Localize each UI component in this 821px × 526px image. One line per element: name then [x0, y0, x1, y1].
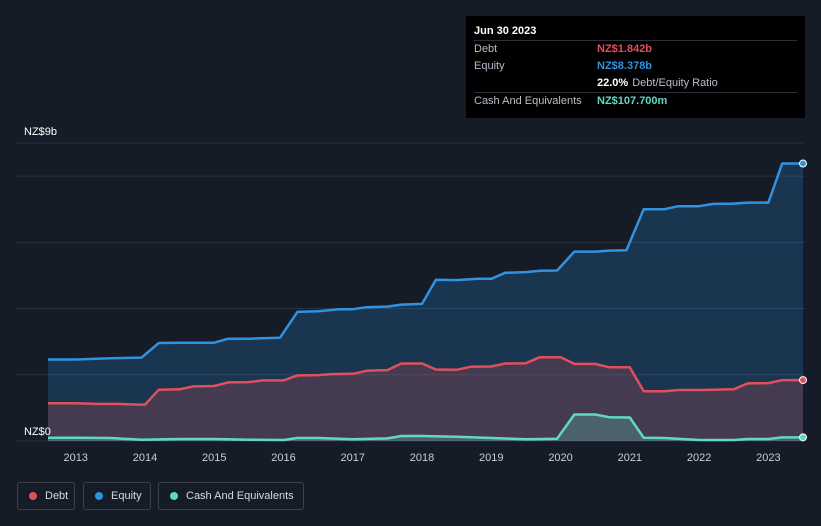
tooltip-debt-label: Debt [474, 43, 498, 55]
equity-line [48, 162, 803, 361]
x-tick-label: 2013 [63, 452, 87, 464]
legend-equity-label: Equity [111, 490, 142, 502]
x-tick-label: 2022 [687, 452, 711, 464]
legend-cash[interactable]: Cash And Equivalents [158, 482, 304, 510]
x-tick-label: 2017 [341, 452, 365, 464]
tooltip-ratio-value: 22.0% [597, 77, 629, 89]
x-tick-label: 2016 [271, 452, 295, 464]
tooltip-date: Jun 30 2023 [474, 25, 537, 37]
tooltip-ratio-label: Debt/Equity Ratio [632, 77, 718, 89]
debt-area [48, 357, 803, 441]
legend-debt-label: Debt [45, 490, 69, 502]
cash-dot-icon [170, 492, 178, 500]
equity-area [48, 163, 803, 441]
cash-endpoint [799, 433, 807, 442]
tooltip-row-debt: Debt NZ$1.842b [474, 40, 797, 58]
tooltip-cash-label: Cash And Equivalents [474, 95, 582, 107]
x-tick-label: 2018 [410, 452, 434, 464]
x-tick-label: 2019 [479, 452, 503, 464]
x-tick-label: 2015 [202, 452, 226, 464]
legend-debt[interactable]: Debt [17, 482, 75, 510]
tooltip-cash-value: NZ$107.700m [597, 95, 668, 107]
x-tick-label: 2020 [548, 452, 572, 464]
series-areas [48, 163, 803, 441]
y-axis-top-label: NZ$9b [24, 126, 57, 138]
legend-cash-label: Cash And Equivalents [186, 490, 294, 502]
debt-line [48, 355, 803, 406]
tooltip-equity-value: NZ$8.378b [597, 60, 653, 72]
tooltip-equity-label: Equity [474, 60, 505, 72]
cash-area [48, 414, 803, 441]
series-endpoints [799, 159, 807, 442]
tooltip-debt-value: NZ$1.842b [597, 43, 653, 55]
data-tooltip: Jun 30 2023 Debt NZ$1.842b Equity NZ$8.3… [466, 16, 805, 118]
grid-lines [16, 142, 805, 442]
cash-line [48, 413, 803, 442]
legend-equity[interactable]: Equity [83, 482, 151, 510]
equity-dot-icon [95, 492, 103, 500]
x-tick-label: 2014 [133, 452, 157, 464]
series-lines [48, 162, 803, 442]
debt-dot-icon [29, 492, 37, 500]
tooltip-row-equity: Equity NZ$8.378b [474, 58, 797, 75]
x-tick-label: 2023 [756, 452, 780, 464]
x-tick-label: 2021 [618, 452, 642, 464]
x-axis-ticks: 2013 2014 2015 2016 2017 2018 2019 2020 2021 2022… [63, 452, 780, 464]
equity-endpoint [799, 159, 807, 168]
y-axis-bottom-label: NZ$0 [24, 426, 51, 438]
tooltip-row-cash: Cash And Equivalents NZ$107.700m [474, 92, 797, 110]
debt-endpoint [799, 376, 807, 385]
tooltip-row-ratio: 22.0% Debt/Equity Ratio [474, 75, 797, 92]
